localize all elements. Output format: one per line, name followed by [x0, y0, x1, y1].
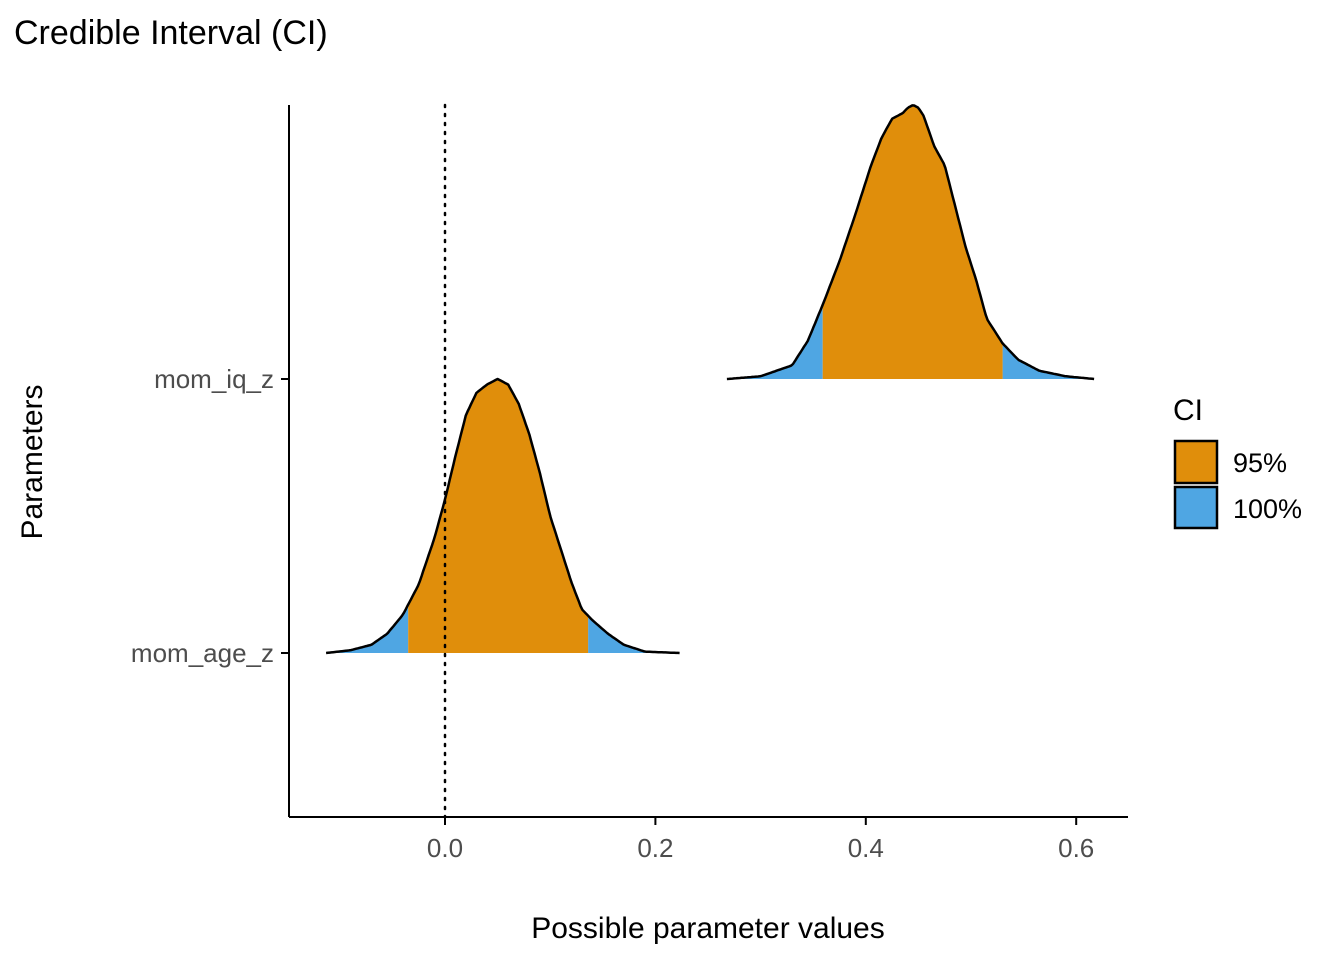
legend: CI 95% 100% — [1173, 394, 1302, 530]
ci100-right-mom_age_z — [588, 615, 680, 653]
density-mom_iq_z — [726, 104, 1095, 381]
legend-label-95: 95% — [1233, 448, 1287, 478]
chart-title: Credible Interval (CI) — [14, 14, 328, 52]
y-tick-label: mom_iq_z — [154, 364, 274, 394]
y-axis-ticks: mom_age_z mom_iq_z — [131, 364, 289, 668]
density-mom_age_z — [325, 377, 680, 655]
ci100-right-mom_iq_z — [1002, 343, 1095, 379]
legend-swatch-100 — [1173, 485, 1219, 530]
ci100-left-mom_age_z — [326, 604, 409, 653]
ci95-area-mom_iq_z — [822, 105, 1003, 380]
plot-area — [325, 103, 1095, 819]
density-outline-mom_age_z — [325, 377, 680, 655]
ci95-area-mom_age_z — [408, 379, 589, 653]
legend-title: CI — [1173, 394, 1203, 427]
x-tick-label: 0.2 — [637, 833, 673, 863]
x-tick-label: 0.4 — [848, 833, 884, 863]
ci100-left-mom_iq_z — [726, 304, 823, 379]
legend-label-100: 100% — [1233, 494, 1302, 524]
x-axis-title: Possible parameter values — [531, 912, 885, 945]
x-axis-ticks: 0.0 0.2 0.4 0.6 — [427, 817, 1094, 863]
x-tick-label: 0.0 — [427, 833, 463, 863]
legend-swatch-95 — [1173, 439, 1219, 485]
x-tick-label: 0.6 — [1058, 833, 1094, 863]
y-axis-title: Parameters — [16, 384, 49, 539]
y-tick-label: mom_age_z — [131, 638, 274, 668]
density-outline-mom_iq_z — [726, 104, 1095, 381]
